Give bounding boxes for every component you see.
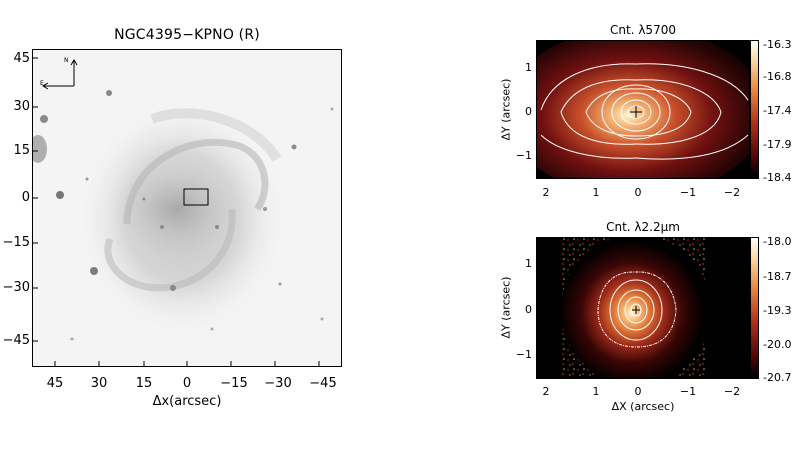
left-y-tick: 30: [13, 99, 30, 114]
bottom-right-title: Cnt. λ2.2μm: [606, 220, 680, 234]
bottom-colorbar-tick: -18.0: [763, 235, 792, 248]
bottom-y-tick: −1: [515, 348, 532, 361]
top-colorbar-tick: -16.3: [763, 38, 792, 51]
bottom-y-tick: 1: [525, 257, 532, 270]
bottom-x-tick: 1: [592, 385, 600, 398]
bottom-colorbar-tick: -20.7: [763, 371, 792, 384]
bottom-y-axis-label: ΔY (arcsec): [499, 276, 513, 339]
bottom-x-tick: −2: [723, 385, 741, 398]
bottom-colorbar-tick: -20.0: [763, 338, 792, 351]
top-y-tick: 0: [525, 105, 532, 118]
left-x-tick: 45: [46, 376, 64, 391]
top-y-tick: −1: [515, 149, 532, 162]
top-y-tick: 1: [525, 61, 532, 74]
continuum-2p2um-map: [536, 237, 750, 379]
left-y-tick: 45: [13, 51, 30, 66]
field-of-view-box: [183, 188, 209, 206]
top-right-title: Cnt. λ5700: [610, 23, 676, 37]
bottom-colorbar-tick: -19.3: [763, 304, 792, 317]
left-x-tick: 30: [90, 376, 108, 391]
left-x-tick: −45: [309, 376, 337, 391]
bottom-x-tick: 0: [634, 385, 642, 398]
top-x-tick: −1: [679, 186, 697, 199]
left-y-tick: 0: [21, 190, 30, 205]
bottom-x-tick: 2: [542, 385, 550, 398]
continuum-5700-map: [536, 40, 750, 179]
top-colorbar-tick: -16.8: [763, 70, 792, 83]
bottom-colorbar: [750, 237, 759, 379]
compass-n-label: N: [64, 57, 69, 64]
left-x-axis-label: Δx(arcsec): [152, 394, 222, 409]
bottom-x-axis-label: ΔX (arcsec): [611, 400, 675, 413]
top-x-tick: 0: [634, 186, 642, 199]
compass-icon: [42, 59, 78, 90]
bottom-y-tick: 0: [525, 303, 532, 316]
left-x-tick: −30: [264, 376, 292, 391]
top-colorbar: [750, 40, 759, 179]
left-y-tick: −30: [2, 280, 30, 295]
left-y-tick: 15: [13, 143, 30, 158]
top-colorbar-tick: -17.9: [763, 138, 792, 151]
left-x-tick: 15: [135, 376, 153, 391]
top-x-tick: 2: [542, 186, 550, 199]
top-colorbar-tick: -18.4: [763, 171, 792, 184]
left-y-tick: −15: [2, 235, 30, 250]
left-panel-title: NGC4395−KPNO (R): [114, 27, 260, 43]
top-x-tick: −2: [723, 186, 741, 199]
top-y-axis-label: ΔY (arcsec): [499, 78, 513, 141]
bottom-x-tick: −1: [679, 385, 697, 398]
left-x-tick: −15: [220, 376, 248, 391]
compass-e-label: E: [40, 80, 44, 87]
left-y-tick: −45: [2, 333, 30, 348]
top-colorbar-tick: -17.4: [763, 104, 792, 117]
bottom-colorbar-tick: -18.7: [763, 270, 792, 283]
galaxy-image: [32, 49, 342, 367]
top-x-tick: 1: [592, 186, 600, 199]
left-x-tick: 0: [182, 376, 192, 391]
